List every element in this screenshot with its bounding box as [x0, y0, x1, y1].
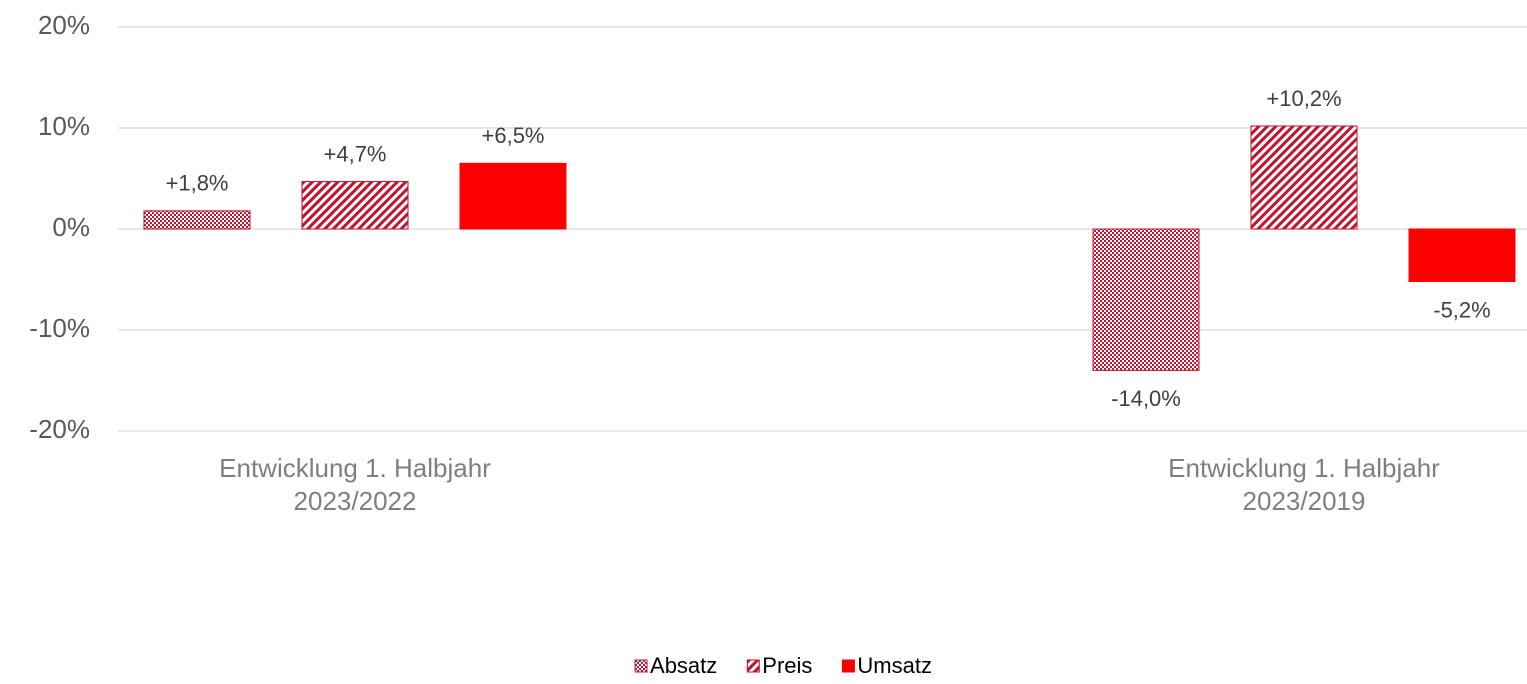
- legend: Absatz Preis Umsatz: [634, 653, 932, 678]
- x-tick-label: Entwicklung 1. Halbjahr 2023/2022: [219, 453, 491, 516]
- y-tick-label: -20%: [29, 414, 90, 444]
- bar: [143, 210, 251, 230]
- value-label: +4,7%: [324, 141, 387, 166]
- bar: [1408, 228, 1516, 283]
- legend-label: Absatz: [650, 653, 717, 678]
- y-tick-label: -10%: [29, 313, 90, 343]
- value-label: +6,5%: [482, 123, 545, 148]
- value-label: -14,0%: [1111, 386, 1181, 411]
- value-label: -5,2%: [1433, 297, 1490, 322]
- legend-marker: [634, 659, 648, 673]
- bar: [1092, 228, 1200, 371]
- legend-marker: [746, 659, 760, 673]
- legend-label: Umsatz: [857, 653, 932, 678]
- legend-label: Preis: [762, 653, 812, 678]
- legend-marker: [841, 659, 855, 673]
- value-label: +1,8%: [166, 171, 229, 196]
- y-tick-label: 10%: [38, 111, 90, 141]
- y-tick-label: 20%: [38, 10, 90, 40]
- value-label: +10,2%: [1266, 86, 1341, 111]
- y-tick-label: 0%: [52, 212, 90, 242]
- x-tick-label: Entwicklung 1. Halbjahr 2023/2019: [1168, 453, 1440, 516]
- bar: [301, 181, 409, 230]
- bar: [459, 162, 567, 230]
- bar: [1250, 125, 1358, 230]
